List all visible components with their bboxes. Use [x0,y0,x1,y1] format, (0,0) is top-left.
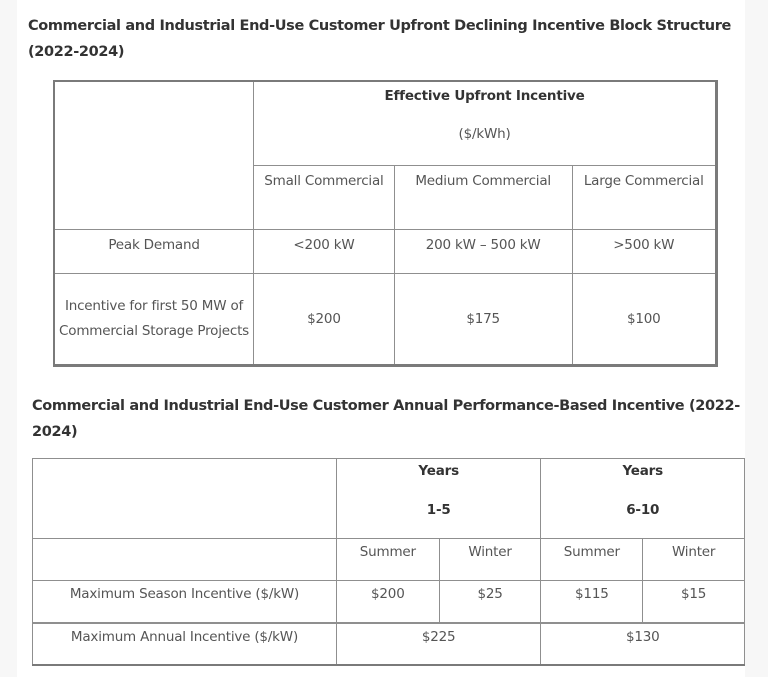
years-6-10-header: Years 6-10 [540,458,745,539]
cell-peak-small: <200 kW [253,229,395,274]
cell-season-winter-1-5: $25 [438,580,542,624]
table-row: Peak Demand <200 kW 200 kW – 500 kW >500… [53,229,718,274]
column-header-medium-commercial: Medium Commercial [393,165,573,230]
cell-annual-1-5: $225 [335,622,542,666]
column-header-winter-6-10: Winter [642,538,745,581]
table-subheader-row: Summer Winter Summer Winter [32,538,745,581]
column-header-summer-6-10: Summer [540,538,644,581]
cell-annual-6-10: $130 [540,622,745,666]
cell-incentive-small: $200 [253,273,395,366]
table-row: Incentive for first 50 MW of Commercial … [53,273,718,366]
group-header-unit: ($/kWh) [458,126,511,142]
empty-corner-cell [32,458,337,539]
column-header-small-commercial: Small Commercial [253,165,395,230]
row-label-peak-demand: Peak Demand [53,229,255,274]
row-label-max-season-incentive: Maximum Season Incentive ($/kW) [32,580,337,624]
group-header-range: 1-5 [426,502,451,518]
effective-upfront-incentive-header: Effective Upfront Incentive ($/kWh) [253,80,717,166]
row-label-max-annual-incentive: Maximum Annual Incentive ($/kW) [32,622,337,666]
cell-incentive-large: $100 [571,273,718,366]
years-1-5-header: Years 1-5 [335,458,542,539]
empty-label-cell [32,538,337,581]
cell-season-summer-1-5: $200 [335,580,440,624]
cell-peak-medium: 200 kW – 500 kW [393,229,573,274]
table-header-row: Years 1-5 Years 6-10 [32,458,745,539]
cell-incentive-medium: $175 [393,273,573,366]
group-header-label: Years [622,463,663,479]
upfront-incentive-table: Effective Upfront Incentive ($/kWh) Smal… [53,80,718,367]
column-header-winter-1-5: Winter [438,538,542,581]
cell-season-summer-6-10: $115 [540,580,644,624]
column-header-large-commercial: Large Commercial [571,165,718,230]
cell-season-winter-6-10: $15 [642,580,745,624]
column-header-summer-1-5: Summer [335,538,440,581]
group-header-label: Effective Upfront Incentive [384,88,585,104]
performance-incentive-title: Commercial and Industrial End-Use Custom… [32,398,740,440]
table-row: Maximum Season Incentive ($/kW) $200 $25… [32,580,745,624]
row-label-incentive-first-50mw: Incentive for first 50 MW of Commercial … [53,273,255,366]
group-header-label: Years [418,463,459,479]
upfront-incentive-title: Commercial and Industrial End-Use Custom… [28,18,732,60]
table-header-row: Effective Upfront Incentive ($/kWh) [53,80,717,230]
table-row: Maximum Annual Incentive ($/kW) $225 $13… [32,622,745,666]
performance-incentive-table: Years 1-5 Years 6-10 Summer Winter Summe… [32,458,745,666]
table-subheader-row: Small Commercial Medium Commercial Large… [54,165,718,230]
empty-corner-cell [53,80,255,230]
group-header-range: 6-10 [626,502,660,518]
cell-peak-large: >500 kW [571,229,718,274]
